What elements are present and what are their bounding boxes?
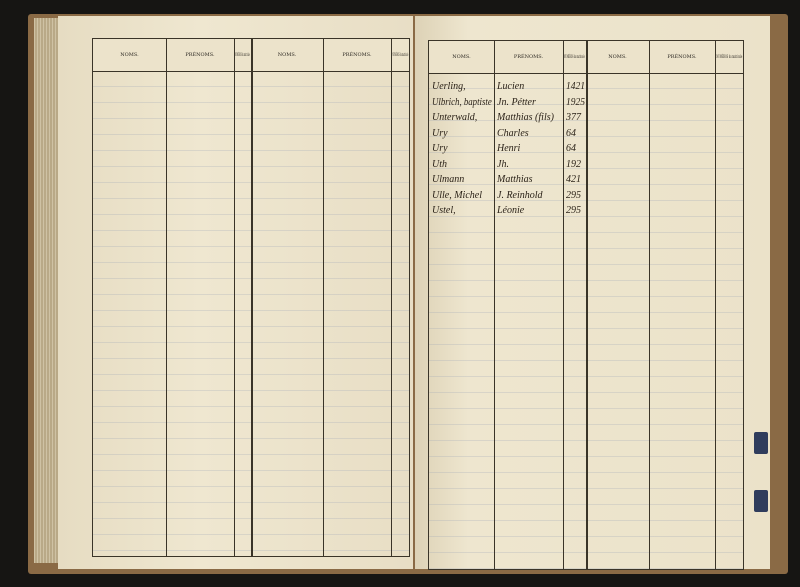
header-noms: NOMS. [608, 54, 627, 60]
header-noms-cell: NOMS. [251, 39, 323, 71]
header-prenoms-cell: PRÉNOMS. [649, 41, 715, 73]
header-numeros-cell: NUMÉROS du matricule [715, 41, 743, 73]
header-prenoms: PRÉNOMS. [185, 52, 215, 58]
header-numeros: NUMÉROS du matricule [235, 52, 250, 58]
entry-numero: 192 [566, 158, 581, 170]
header-noms-cell: NOMS. [586, 41, 649, 73]
register-grid-left: NOMS. PRÉNOMS. NUMÉROS du matricule NOMS… [92, 38, 410, 557]
entry-prenom: Lucien [497, 81, 525, 92]
header-noms-cell: NOMS. [93, 39, 166, 71]
header-numeros: NUMÉROS du matricule [564, 54, 585, 60]
register-grid-right: NOMS. PRÉNOMS. NUMÉROS du matricule NOMS… [428, 40, 744, 570]
blue-tab [754, 432, 768, 454]
entry-numero: 1925 [566, 96, 585, 108]
entry-prenom: Henri [497, 143, 521, 154]
entry-nom: Ustel, [432, 205, 456, 216]
header-prenoms: PRÉNOMS. [667, 54, 697, 60]
left-page: NOMS. PRÉNOMS. NUMÉROS du matricule NOMS… [58, 16, 413, 569]
header-numeros-cell: NUMÉROS du matricule [234, 39, 251, 71]
entry-nom: Ury [432, 143, 448, 154]
entry-prenom: Jn. Pétter [497, 96, 536, 108]
entry-nom: Ury [432, 127, 448, 139]
entry-numero: 421 [566, 174, 581, 185]
entry-nom: Ulmann [432, 174, 465, 185]
header-numeros: NUMÉROS du matricule [716, 54, 742, 60]
header-prenoms: PRÉNOMS. [342, 52, 372, 58]
entry-prenom: J. Reinhold [497, 189, 543, 201]
entry-nom: Ulbrich, baptiste [432, 96, 492, 108]
header-noms-cell: NOMS. [429, 41, 494, 73]
header-prenoms: PRÉNOMS. [513, 54, 544, 60]
entry-numero: 295 [566, 205, 581, 216]
entry-numero: 295 [566, 189, 581, 201]
header-numeros-cell: NUMÉROS du matricule [391, 39, 409, 71]
entry-prenom: Charles [497, 127, 529, 139]
entry-prenom: Léonie [497, 205, 525, 216]
entry-numero: 1421 [566, 81, 585, 92]
entry-numero: 377 [566, 112, 581, 123]
entry-nom: Unterwald, [432, 112, 478, 123]
header-numeros-cell: NUMÉROS du matricule [563, 41, 586, 73]
header-noms: NOMS. [120, 52, 139, 58]
entry-prenom: Matthias [497, 174, 533, 185]
header-prenoms-cell: PRÉNOMS. [166, 39, 234, 71]
entry-numero: 64 [566, 127, 576, 139]
entry-nom: Uerling, [432, 81, 466, 92]
entry-nom: Ulle, Michel [432, 189, 482, 201]
header-prenoms-cell: PRÉNOMS. [323, 39, 391, 71]
right-page: NOMS. PRÉNOMS. NUMÉROS du matricule NOMS… [415, 16, 770, 570]
entry-numero: 64 [566, 143, 576, 154]
blue-tab [754, 490, 768, 512]
entry-prenom: Jh. [497, 158, 509, 170]
header-prenoms-cell: PRÉNOMS. [494, 41, 563, 73]
header-noms: NOMS. [277, 52, 297, 58]
header-numeros: NUMÉROS du matricule [392, 52, 408, 58]
entry-nom: Uth [432, 158, 447, 170]
header-noms: NOMS. [452, 54, 471, 60]
entry-prenom: Matthias (fils) [497, 112, 554, 123]
